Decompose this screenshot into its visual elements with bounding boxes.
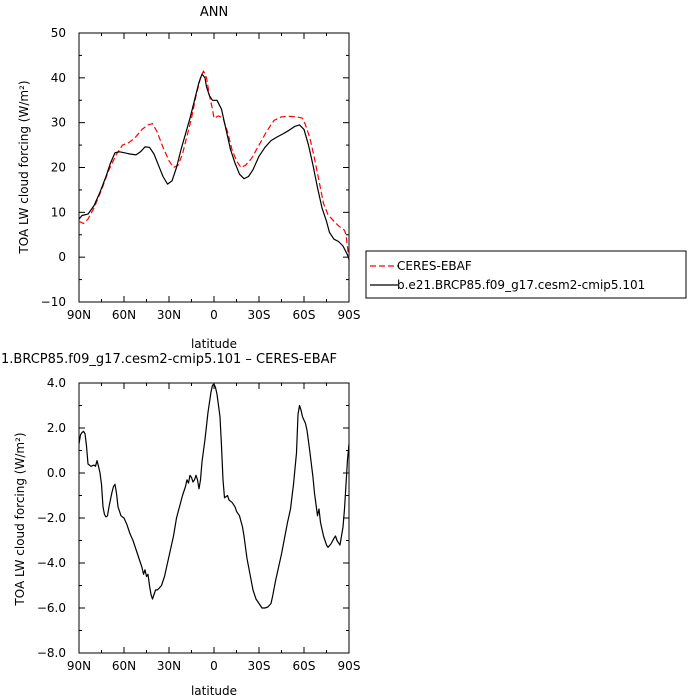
chart1-xtick-label: 90S <box>338 308 361 322</box>
chart2-ytick-label: 4.0 <box>47 376 66 390</box>
chart1-ytick-label: 30 <box>51 116 66 130</box>
chart1-title: ANN <box>200 5 228 20</box>
chart2-ytick-label: 0.0 <box>47 466 66 480</box>
chart2-ytick-label: −4.0 <box>37 556 66 570</box>
chart2-xtick-label: 30S <box>248 659 271 673</box>
chart2-xlabel: latitude <box>191 684 237 698</box>
chart1-ylabel: TOA LW cloud forcing (W/m²) <box>17 80 31 254</box>
chart1-xtick-label: 90N <box>67 308 91 322</box>
chart2-ylabel: TOA LW cloud forcing (W/m²) <box>13 432 27 606</box>
chart1-frame <box>78 32 350 303</box>
chart1-xtick-label: 30N <box>157 308 181 322</box>
chart1-xtick-label: 30S <box>248 308 271 322</box>
chart1-series-model-line <box>78 73 350 260</box>
chart1-xtick-label: 60N <box>112 308 136 322</box>
chart1-ytick-label: −10 <box>41 295 66 309</box>
chart2-xtick-label: 90N <box>67 659 91 673</box>
chart2-xtick-label: 30N <box>157 659 181 673</box>
chart2-plot-area: 90N 60N 30N 0 30S 60S 90S −8.0 −6.0 −4.0 −2.0 0.0 2.… <box>37 376 361 673</box>
legend-label-model: b.e21.BRCP85.f09_g17.cesm2-cmip5.101 <box>397 278 645 292</box>
chart1-ytick-label: 10 <box>51 205 66 219</box>
chart1-ytick-label: 20 <box>51 161 66 175</box>
chart2-xtick-label: 0 <box>210 659 218 673</box>
chart2-ytick-label: 2.0 <box>47 421 66 435</box>
chart2-xtick-label: 90S <box>338 659 361 673</box>
chart2-ytick-label: −6.0 <box>37 601 66 615</box>
chart1-xtick-label: 60S <box>293 308 316 322</box>
chart2-ytick-label: −2.0 <box>37 511 66 525</box>
chart1-plot-area: 90N 60N 30N 0 30S 60S 90S −10 0 10 20 30 40 50 <box>41 26 361 322</box>
legend: CERES-EBAF b.e21.BRCP85.f09_g17.cesm2-cm… <box>365 250 687 299</box>
chart1-ytick-label: 0 <box>58 250 66 264</box>
chart2-series-difference-line <box>78 383 350 609</box>
chart1-series-ceres-ebaf-line <box>78 70 350 260</box>
chart2-title: 1.BRCP85.f09_g17.cesm2-cmip5.101 – CERES… <box>1 352 337 367</box>
chart2-ytick-label: −8.0 <box>37 646 66 660</box>
chart2-xtick-label: 60N <box>112 659 136 673</box>
chart2-frame <box>78 382 350 654</box>
legend-label-ceres: CERES-EBAF <box>397 259 472 273</box>
chart1-ytick-label: 40 <box>51 71 66 85</box>
chart1-xlabel: latitude <box>191 337 237 351</box>
chart1-ytick-label: 50 <box>51 26 66 40</box>
chart2-xtick-label: 60S <box>293 659 316 673</box>
legend-box <box>365 250 687 299</box>
chart1-xtick-label: 0 <box>210 308 218 322</box>
